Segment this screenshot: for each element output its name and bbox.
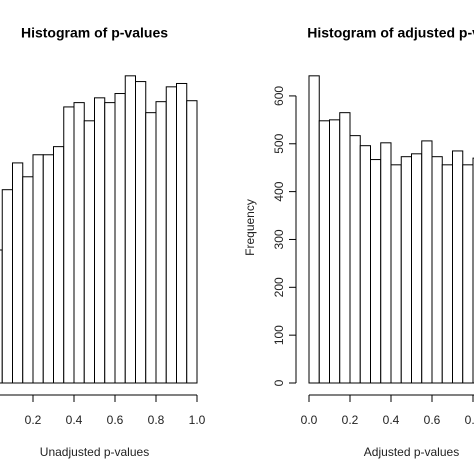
- bar: [339, 112, 351, 384]
- bar: [114, 93, 126, 384]
- bar: [124, 75, 136, 384]
- x-tick-label: 0.4: [383, 413, 400, 427]
- x-tick-label: 0.4: [66, 413, 83, 427]
- bar: [1, 189, 13, 384]
- bar: [135, 81, 147, 384]
- bar: [155, 101, 167, 384]
- bar: [462, 164, 474, 384]
- y-tick-label: 0: [272, 379, 286, 386]
- x-tick-label: 0.6: [107, 413, 124, 427]
- bar: [411, 153, 423, 384]
- bar: [308, 75, 320, 384]
- bar: [349, 135, 361, 384]
- bar: [83, 120, 95, 384]
- y-tick-label: 500: [272, 133, 286, 153]
- bar: [421, 140, 433, 384]
- bar: [63, 106, 75, 384]
- bar: [165, 86, 177, 384]
- bar: [441, 164, 453, 384]
- bar: [400, 156, 412, 384]
- bar: [22, 176, 34, 384]
- bar: [176, 82, 188, 384]
- y-tick-label: 300: [272, 229, 286, 249]
- bar: [431, 156, 443, 384]
- y-axis-label: Frequency: [243, 199, 257, 256]
- x-axis-label: Adjusted p-values: [364, 445, 459, 459]
- x-tick-label: 1.0: [189, 413, 206, 427]
- bar: [186, 100, 198, 384]
- bar: [329, 119, 341, 384]
- x-tick-label: 0.0: [301, 413, 318, 427]
- y-tick-label: 600: [272, 86, 286, 106]
- bar: [32, 154, 44, 384]
- bar: [145, 112, 157, 384]
- bar: [73, 102, 85, 384]
- bar: [452, 150, 464, 384]
- x-tick-label: 0.0: [0, 413, 1, 427]
- x-tick-label: 0.8: [148, 413, 165, 427]
- y-tick-label: 400: [272, 181, 286, 201]
- chart-title: Histogram of adjusted p-values: [307, 25, 474, 41]
- x-axis-label: Unadjusted p-values: [40, 445, 149, 459]
- x-tick-label: 0.2: [342, 413, 359, 427]
- x-tick-label: 0.6: [424, 413, 441, 427]
- bar: [42, 154, 54, 384]
- bar: [370, 159, 382, 384]
- bar: [104, 102, 116, 384]
- bar: [94, 97, 106, 384]
- y-tick-label: 100: [272, 325, 286, 345]
- bar: [318, 120, 330, 384]
- bar: [53, 146, 65, 384]
- bar: [12, 162, 24, 384]
- y-tick-label: 200: [272, 277, 286, 297]
- bar: [380, 142, 392, 384]
- bar: [359, 145, 371, 384]
- chart-title: Histogram of p-values: [21, 25, 168, 41]
- x-tick-label: 0.8: [465, 413, 474, 427]
- x-tick-label: 0.2: [25, 413, 42, 427]
- bar: [390, 164, 402, 384]
